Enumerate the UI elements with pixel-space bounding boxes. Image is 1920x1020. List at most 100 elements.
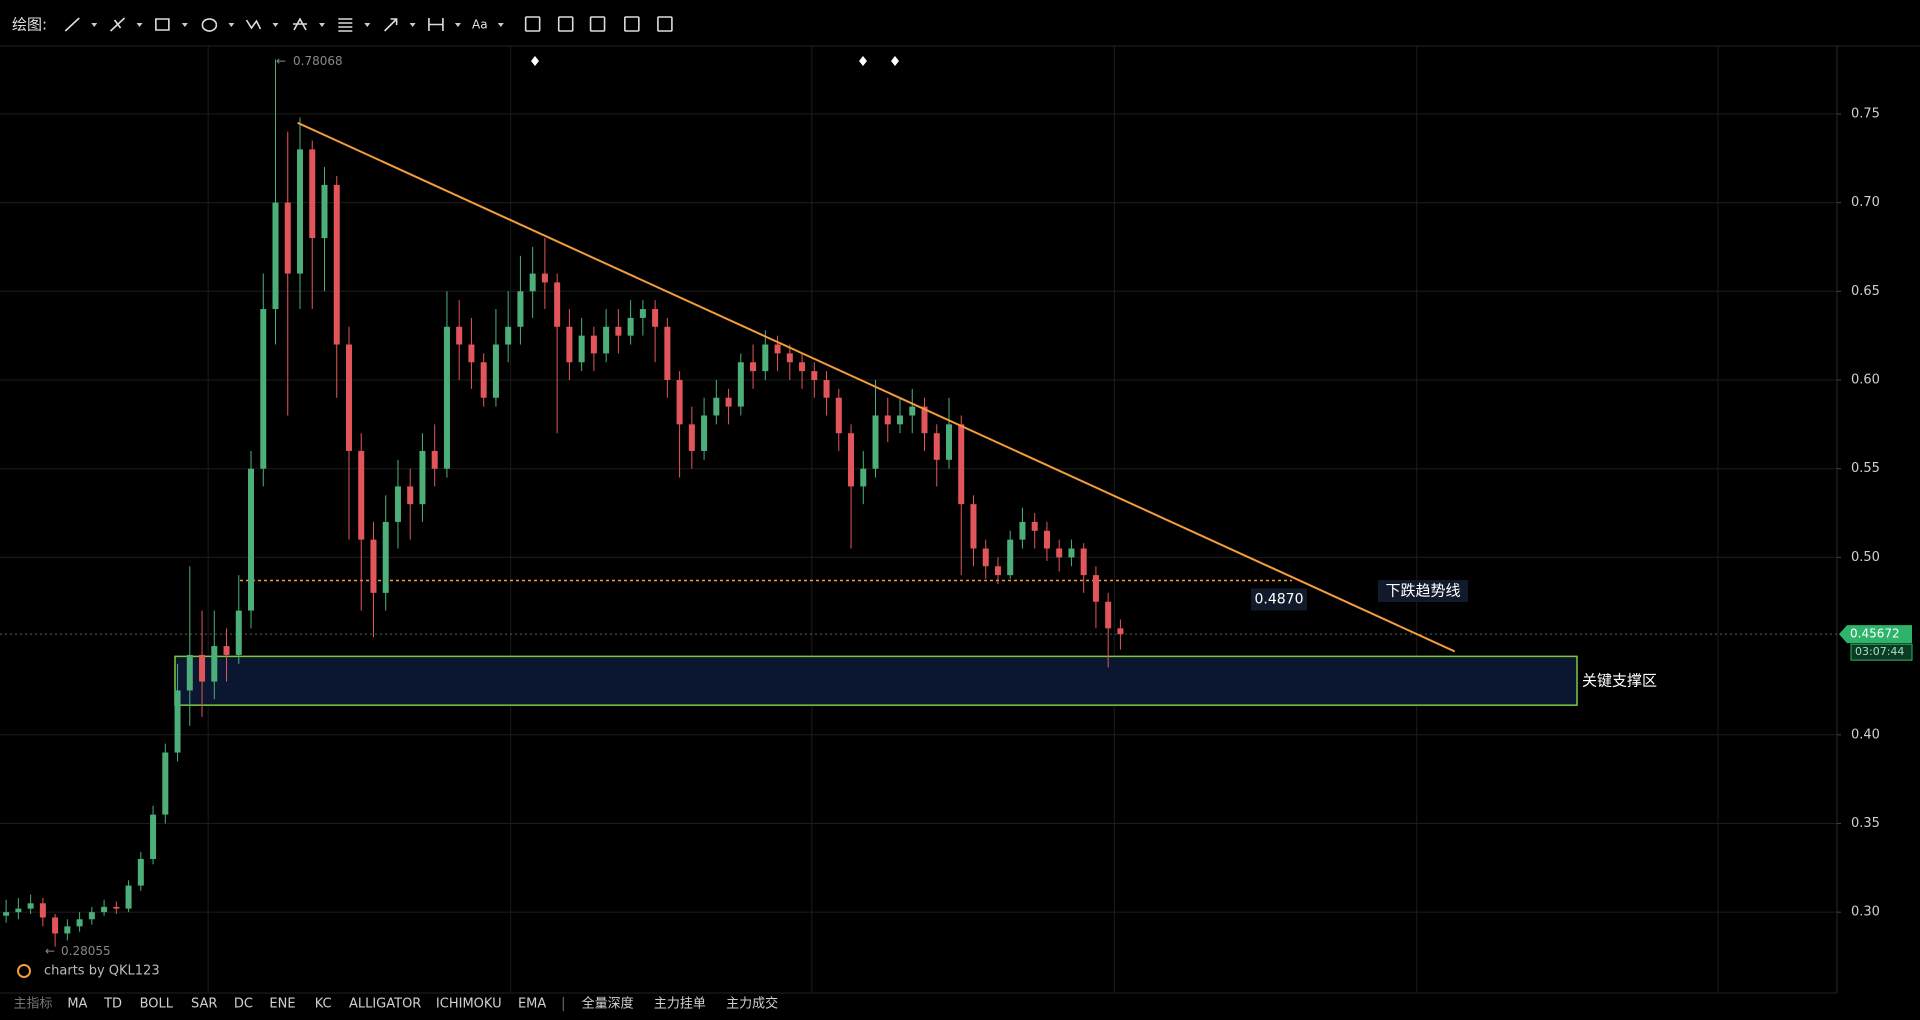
indicator-tab[interactable]: 主力挂单: [654, 997, 706, 1012]
candle-body: [15, 908, 22, 913]
candle-body: [162, 752, 169, 815]
max-arrow: ←: [276, 54, 286, 68]
candle-body: [799, 362, 806, 372]
candle-body: [566, 326, 573, 363]
event-marker: [859, 56, 867, 66]
tool-caret[interactable]: [364, 23, 371, 27]
trendline: [297, 121, 1456, 653]
candle-body: [811, 371, 818, 380]
tool-caret[interactable]: [228, 23, 235, 27]
tool-icon[interactable]: [557, 16, 574, 32]
tool-icon[interactable]: [155, 18, 170, 31]
tool-icon[interactable]: [245, 19, 262, 30]
candle-body: [1007, 539, 1014, 576]
trendline-label-box: [1378, 580, 1468, 602]
indicator-tab[interactable]: KC: [315, 997, 332, 1012]
font-button[interactable]: Aa: [472, 18, 488, 32]
candle-body: [64, 926, 71, 934]
tool-icon[interactable]: [110, 17, 126, 32]
candle-body: [786, 353, 793, 363]
candle-body: [39, 903, 46, 918]
indicator-tab[interactable]: ALLIGATOR: [349, 997, 421, 1012]
y-tick-label: 0.40: [1851, 727, 1880, 742]
candle-body: [3, 912, 10, 916]
countdown: 03:07:44: [1855, 645, 1904, 658]
candle-body: [897, 415, 904, 425]
candle-body: [541, 273, 548, 283]
candle-body: [370, 539, 377, 593]
trendline-label: 下跌趋势线: [1385, 582, 1460, 600]
tool-icon[interactable]: [384, 18, 398, 32]
candle-body: [823, 379, 830, 398]
tool-caret[interactable]: [181, 23, 188, 27]
candle-body: [676, 379, 683, 425]
tool-icon[interactable]: [589, 16, 606, 32]
y-tick-label: 0.60: [1851, 372, 1880, 387]
y-tick-label: 0.55: [1851, 461, 1880, 476]
candle-body: [125, 885, 132, 909]
indicator-tab[interactable]: TD: [103, 997, 122, 1012]
tool-icon[interactable]: [64, 17, 80, 32]
tool-caret[interactable]: [409, 23, 416, 27]
candle-body: [848, 433, 855, 487]
candle-body: [137, 858, 144, 886]
tool-caret[interactable]: [91, 23, 98, 27]
tool-caret[interactable]: [454, 23, 461, 27]
candle-body: [713, 397, 720, 416]
tool-icon[interactable]: [293, 17, 308, 31]
candle-body: [1019, 521, 1026, 540]
candle-body: [909, 406, 916, 416]
candle-body: [615, 326, 622, 336]
candle-body: [505, 326, 512, 345]
candle-body: [223, 646, 230, 655]
candle-body: [1031, 521, 1038, 531]
tool-icon[interactable]: [657, 16, 673, 32]
candle-body: [309, 149, 316, 239]
candle-body: [52, 917, 59, 934]
indicator-tab[interactable]: EMA: [518, 997, 546, 1012]
tool-caret[interactable]: [136, 23, 143, 27]
support-zone: [174, 655, 1578, 706]
candle-body: [248, 468, 255, 611]
tool-icon[interactable]: [624, 16, 640, 32]
tool-caret[interactable]: [497, 23, 504, 27]
candle-body: [1080, 548, 1087, 576]
indicator-tab[interactable]: SAR: [191, 997, 217, 1012]
indicator-tab[interactable]: MA: [67, 997, 87, 1012]
candle-body: [737, 362, 744, 407]
indicator-tab[interactable]: DC: [234, 997, 253, 1012]
watermark-logo: [17, 964, 31, 978]
candle-body: [982, 548, 989, 567]
tool-icon[interactable]: [524, 16, 541, 32]
watermark: charts by QKL123: [44, 964, 160, 979]
candle-body: [235, 610, 242, 655]
last-price-label: 0.45672: [1850, 627, 1900, 641]
candle-body: [835, 397, 842, 434]
candle-body: [260, 309, 267, 469]
y-tick-label: 0.75: [1851, 106, 1880, 121]
indicator-tab[interactable]: ENE: [269, 997, 295, 1012]
candle-body: [358, 450, 365, 540]
tool-icon[interactable]: [428, 18, 444, 31]
tool-caret[interactable]: [319, 23, 326, 27]
indicator-tab[interactable]: BOLL: [140, 997, 174, 1012]
candle-body: [517, 291, 524, 327]
tool-caret[interactable]: [272, 23, 279, 27]
candle-body: [529, 273, 536, 292]
indicator-tab[interactable]: 全量深度: [582, 996, 634, 1012]
candle-body: [688, 424, 695, 451]
indicator-tab[interactable]: 主力成交: [726, 996, 778, 1012]
candle-body: [627, 317, 634, 336]
support-zone-label: 关键支撑区: [1582, 671, 1657, 689]
tool-icon[interactable]: [201, 18, 218, 32]
candle-body: [443, 326, 450, 469]
min-marker: 0.28055: [61, 944, 111, 958]
indicator-tab[interactable]: ICHIMOKU: [436, 997, 502, 1012]
min-arrow: ←: [45, 944, 55, 958]
indicator-tab: 主指标: [13, 997, 52, 1012]
candle-body: [211, 646, 218, 682]
candle-body: [860, 468, 867, 487]
tool-icon[interactable]: [338, 18, 353, 32]
candle-body: [468, 344, 475, 363]
